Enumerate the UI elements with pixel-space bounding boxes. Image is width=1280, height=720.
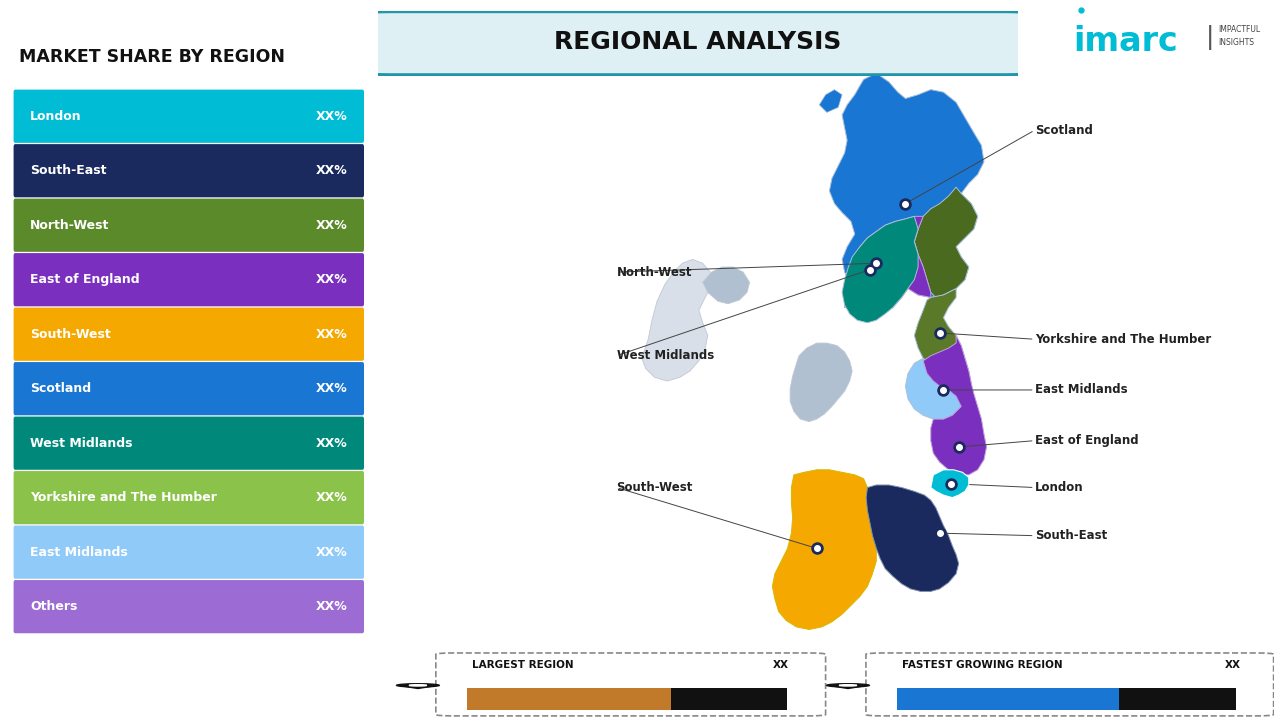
Text: XX%: XX% (316, 109, 347, 122)
Polygon shape (829, 73, 984, 310)
Text: XX%: XX% (316, 600, 347, 613)
Polygon shape (404, 686, 431, 688)
FancyBboxPatch shape (14, 253, 364, 306)
FancyBboxPatch shape (435, 653, 826, 716)
Text: XX%: XX% (316, 491, 347, 504)
Text: Scotland: Scotland (1034, 124, 1093, 137)
Text: |: | (1206, 25, 1215, 50)
FancyBboxPatch shape (14, 471, 364, 524)
Text: REGIONAL ANALYSIS: REGIONAL ANALYSIS (554, 30, 841, 54)
Text: Yorkshire and The Humber: Yorkshire and The Humber (31, 491, 218, 504)
Polygon shape (842, 216, 918, 323)
Text: Scotland: Scotland (31, 382, 91, 395)
FancyBboxPatch shape (467, 688, 678, 710)
Text: South-West: South-West (31, 328, 111, 341)
Text: XX%: XX% (316, 273, 347, 287)
FancyBboxPatch shape (14, 362, 364, 415)
Polygon shape (772, 469, 877, 629)
Text: imarc: imarc (1073, 25, 1178, 58)
Text: North-West: North-West (617, 266, 692, 279)
Text: North-West: North-West (31, 219, 110, 232)
Text: XX%: XX% (316, 546, 347, 559)
FancyBboxPatch shape (14, 199, 364, 252)
Text: West Midlands: West Midlands (31, 436, 133, 450)
Circle shape (410, 685, 426, 686)
Text: FASTEST GROWING REGION: FASTEST GROWING REGION (901, 660, 1062, 670)
Polygon shape (931, 469, 969, 498)
Text: South-West: South-West (617, 481, 692, 494)
Polygon shape (914, 187, 978, 297)
Text: Others: Others (31, 600, 78, 613)
Text: XX%: XX% (316, 382, 347, 395)
Text: LARGEST REGION: LARGEST REGION (471, 660, 573, 670)
Text: Yorkshire and The Humber: Yorkshire and The Humber (1034, 333, 1211, 346)
Polygon shape (819, 89, 842, 112)
Text: East Midlands: East Midlands (31, 546, 128, 559)
FancyBboxPatch shape (14, 144, 364, 197)
Text: XX%: XX% (316, 328, 347, 341)
Text: XX%: XX% (316, 219, 347, 232)
Polygon shape (641, 259, 712, 381)
Polygon shape (790, 343, 852, 422)
Text: West Midlands: West Midlands (617, 349, 714, 362)
Text: XX: XX (773, 660, 788, 670)
FancyBboxPatch shape (14, 89, 364, 143)
Text: East of England: East of England (31, 273, 140, 287)
Text: London: London (31, 109, 82, 122)
FancyBboxPatch shape (14, 307, 364, 361)
FancyBboxPatch shape (671, 688, 787, 710)
Text: London: London (1034, 481, 1083, 494)
Text: XX%: XX% (316, 436, 347, 450)
FancyBboxPatch shape (14, 417, 364, 469)
Text: South-East: South-East (31, 164, 106, 177)
Polygon shape (867, 485, 959, 591)
FancyBboxPatch shape (865, 653, 1274, 716)
Circle shape (827, 684, 869, 687)
FancyBboxPatch shape (897, 688, 1126, 710)
Text: East of England: East of England (1034, 434, 1138, 447)
Circle shape (840, 685, 856, 686)
Text: XX%: XX% (316, 164, 347, 177)
Text: XX: XX (1225, 660, 1242, 670)
FancyBboxPatch shape (1120, 688, 1236, 710)
FancyBboxPatch shape (14, 580, 364, 634)
Polygon shape (845, 216, 931, 310)
Text: MARKET SHARE BY REGION: MARKET SHARE BY REGION (19, 48, 285, 66)
Polygon shape (923, 336, 987, 475)
Text: IMPACTFUL
INSIGHTS: IMPACTFUL INSIGHTS (1219, 25, 1261, 47)
Polygon shape (703, 267, 750, 304)
Text: East Midlands: East Midlands (1034, 384, 1128, 397)
FancyBboxPatch shape (14, 526, 364, 579)
Circle shape (397, 684, 439, 687)
FancyBboxPatch shape (365, 12, 1030, 75)
Polygon shape (835, 686, 861, 688)
Polygon shape (914, 289, 961, 369)
Polygon shape (905, 346, 972, 419)
Text: South-East: South-East (1034, 529, 1107, 542)
